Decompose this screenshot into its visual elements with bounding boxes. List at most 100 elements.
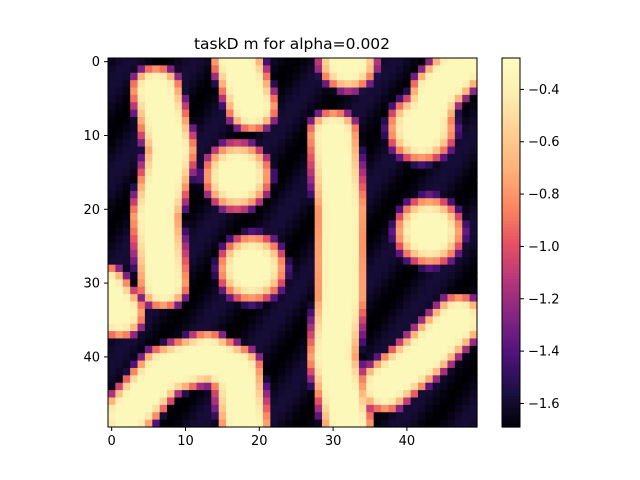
heatmap-cell — [322, 146, 330, 155]
heatmap-cell — [181, 109, 190, 118]
heatmap-cell — [226, 264, 235, 273]
heatmap-cell — [137, 80, 146, 89]
heatmap-cell — [159, 301, 168, 310]
heatmap-cell — [454, 390, 463, 399]
heatmap-cell — [417, 367, 426, 376]
heatmap-cell — [108, 102, 116, 111]
heatmap-cell — [388, 382, 397, 391]
heatmap-cell — [159, 72, 168, 81]
heatmap-cell — [462, 264, 471, 273]
heatmap-cell — [329, 109, 338, 118]
y-tick-label: 30 — [83, 277, 100, 292]
heatmap-cell — [417, 139, 426, 148]
heatmap-cell — [181, 235, 190, 244]
heatmap-cell — [432, 87, 441, 96]
heatmap-cell — [130, 382, 139, 391]
heatmap-cell — [248, 242, 257, 251]
heatmap-cell — [388, 367, 397, 376]
colorbar-segment — [502, 353, 520, 357]
heatmap-cell — [440, 375, 449, 384]
heatmap-cell — [299, 168, 308, 177]
heatmap-cell — [189, 176, 198, 185]
heatmap-cell — [351, 198, 360, 207]
heatmap-cell — [322, 65, 330, 74]
heatmap-cell — [152, 146, 161, 155]
colorbar-tick-label: −1.2 — [528, 292, 560, 307]
heatmap-cell — [403, 80, 412, 89]
heatmap-cell — [277, 190, 286, 199]
heatmap-cell — [159, 419, 168, 428]
heatmap-cell — [159, 94, 168, 103]
colorbar-segment — [502, 187, 520, 191]
heatmap-cell — [440, 353, 449, 362]
heatmap-cell — [292, 412, 301, 421]
heatmap-cell — [292, 353, 301, 362]
heatmap-cell — [358, 190, 367, 199]
heatmap-cell — [329, 94, 338, 103]
heatmap-cell — [299, 294, 308, 303]
heatmap-cell — [122, 316, 131, 325]
heatmap-cell — [189, 190, 198, 199]
heatmap-cell — [144, 382, 153, 391]
heatmap-cell — [159, 294, 168, 303]
heatmap-cell — [344, 227, 353, 236]
heatmap-cell — [336, 220, 345, 229]
heatmap-cell — [307, 212, 316, 221]
heatmap-cell — [366, 294, 375, 303]
heatmap-cell — [410, 139, 419, 148]
heatmap-cell — [226, 205, 235, 214]
heatmap-cell — [403, 397, 412, 406]
heatmap-cell — [262, 117, 271, 126]
colorbar-segment — [502, 423, 520, 428]
heatmap-cell — [285, 419, 294, 428]
heatmap-cell — [381, 249, 390, 258]
heatmap-cell — [108, 353, 116, 362]
heatmap-cell — [425, 390, 434, 399]
heatmap-cell — [167, 176, 176, 185]
heatmap-cell — [255, 220, 264, 229]
heatmap-cell — [174, 272, 183, 280]
heatmap-cell — [410, 338, 419, 347]
heatmap-cell — [440, 286, 449, 295]
heatmap-cell — [255, 242, 264, 251]
heatmap-cell — [122, 153, 131, 162]
heatmap-cell — [395, 338, 404, 347]
heatmap-cell — [417, 264, 426, 273]
heatmap-cell — [358, 102, 367, 111]
heatmap-cell — [388, 397, 397, 406]
heatmap-cell — [203, 353, 212, 362]
heatmap-cell — [248, 109, 257, 118]
heatmap-cell — [307, 404, 316, 413]
heatmap-cell — [329, 360, 338, 369]
heatmap-cell — [167, 367, 176, 376]
heatmap-cell — [381, 124, 390, 133]
heatmap-cells — [108, 58, 478, 428]
heatmap-cell — [358, 109, 367, 118]
heatmap-cell — [270, 131, 279, 140]
heatmap-cell — [351, 242, 360, 251]
colorbar-segment — [502, 73, 520, 78]
heatmap-cell — [403, 131, 412, 140]
heatmap-cell — [167, 146, 176, 155]
heatmap-cell — [255, 331, 264, 340]
heatmap-cell — [159, 80, 168, 89]
heatmap-cell — [130, 404, 139, 413]
heatmap-cell — [344, 94, 353, 103]
heatmap-cell — [358, 235, 367, 244]
heatmap-cell — [255, 286, 264, 295]
heatmap-cell — [144, 316, 153, 325]
heatmap-cell — [462, 94, 471, 103]
heatmap-cell — [395, 367, 404, 376]
heatmap-cell — [381, 139, 390, 148]
heatmap-cell — [307, 220, 316, 229]
heatmap-cell — [285, 153, 294, 162]
heatmap-cell — [122, 94, 131, 103]
heatmap-cell — [285, 360, 294, 369]
y-tick-label: 0 — [92, 55, 100, 70]
heatmap-cell — [115, 294, 124, 303]
heatmap-cell — [248, 308, 257, 317]
heatmap-cell — [454, 331, 463, 340]
heatmap-cell — [440, 183, 449, 192]
heatmap-cell — [115, 227, 124, 236]
heatmap-cell — [351, 331, 360, 340]
